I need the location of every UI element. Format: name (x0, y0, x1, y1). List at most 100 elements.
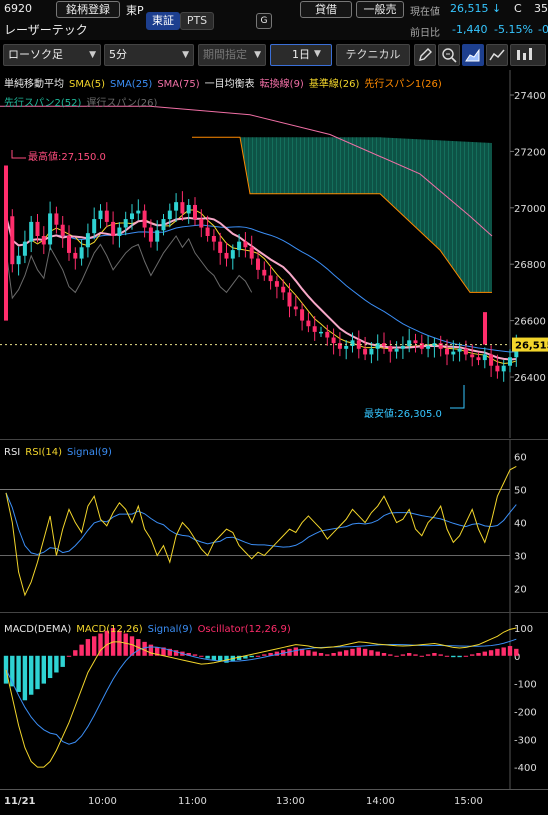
macd-oscillator-bar (54, 655, 59, 673)
macd-oscillator-bar (249, 655, 254, 658)
candle (22, 241, 27, 256)
rsi-signal-line (5, 492, 517, 555)
candle (224, 252, 229, 259)
order-type-ippan[interactable]: 一般売 (356, 1, 404, 18)
macd-oscillator-bar (457, 655, 462, 658)
y-tick-label: 20 (514, 585, 527, 596)
candlestick-chart[interactable]: 27400 27200 27000 26800 26600 26400 26,515 最高… (0, 70, 548, 438)
pencil-icon[interactable] (414, 44, 436, 66)
candle (325, 331, 330, 338)
macd-oscillator-bar (199, 655, 204, 657)
y-tick-label: 40 (514, 519, 527, 530)
more-icon[interactable] (510, 44, 546, 66)
macd-oscillator-bar (362, 648, 368, 656)
candle (413, 340, 418, 344)
candle (211, 236, 216, 242)
candle (142, 210, 147, 228)
macd-oscillator-bar (495, 648, 500, 656)
main-chart-panel[interactable]: 27400 27200 27000 26800 26600 26400 26,515 最高… (0, 70, 548, 438)
legend-item: RSI(14) (25, 447, 63, 458)
zoom-icon[interactable] (438, 44, 460, 66)
macd-chart[interactable]: 100 0 -100 -200 -300 -400 (0, 613, 548, 789)
prev-pct: -5.15% (494, 23, 533, 36)
rsi-panel[interactable]: 60 50 40 30 20 RSI RSI(14) Signal(9) (0, 439, 548, 612)
main-legend: 単純移動平均 SMA(5) SMA(25) SMA(75) 一目均衡表 転換線(9) 基準線… (4, 75, 508, 90)
macd-oscillator-bar (293, 647, 298, 656)
legend-item: SMA(5) (69, 79, 105, 90)
candle (243, 241, 248, 248)
macd-oscillator-bar (425, 654, 431, 656)
macd-oscillator-bar (167, 648, 172, 656)
rsi-line (5, 466, 517, 597)
line-chart-icon[interactable] (486, 44, 508, 66)
main-legend-row2: 先行スパン2(52) 遅行スパン(26) (4, 94, 162, 109)
candle (476, 357, 481, 361)
legend-item: 先行スパン2(52) (4, 98, 82, 109)
technical-button[interactable]: テクニカル (336, 44, 410, 66)
area-chart-icon[interactable] (462, 44, 484, 66)
y-tick-label: 26800 (514, 260, 546, 271)
period-select[interactable]: 期間指定 ▼ (198, 44, 266, 66)
macd-panel[interactable]: 100 0 -100 -200 -300 -400 MACD(DEMA) MACD(12,2… (0, 612, 548, 789)
y-tick-label: -100 (514, 680, 537, 691)
candle (306, 320, 311, 327)
macd-oscillator-bar (331, 653, 336, 656)
macd-oscillator-bar (35, 655, 40, 690)
macd-signal-line (5, 638, 517, 745)
chevron-down-icon: ▼ (89, 50, 96, 60)
candle (388, 345, 393, 352)
y-tick-label: 27200 (514, 147, 546, 158)
legend-item: 先行スパン1(26) (364, 79, 442, 90)
candle (193, 204, 197, 220)
macd-oscillator-bar (476, 653, 481, 656)
order-type-taishaku[interactable]: 貸借 (300, 1, 352, 18)
macd-oscillator-bar (337, 651, 343, 656)
candle (16, 255, 21, 265)
macd-oscillator-bar (444, 655, 450, 657)
candle (60, 224, 65, 236)
tab-pts[interactable]: PTS (180, 12, 214, 30)
macd-oscillator-bar (123, 633, 128, 656)
range-select[interactable]: 1日 (270, 44, 332, 66)
candle (199, 219, 204, 228)
stock-name: レーザーテック (4, 23, 88, 37)
candle (104, 210, 109, 222)
candle (400, 345, 405, 349)
senkou-span1-line (192, 136, 492, 293)
g-badge[interactable]: G (256, 13, 272, 29)
stock-code: 6920 (4, 2, 32, 15)
tab-tosho[interactable]: 東証 (146, 12, 180, 30)
interval-value: 5分 (109, 48, 127, 61)
sma75-line (0, 105, 493, 237)
macd-oscillator-bar (356, 647, 361, 656)
macd-oscillator-bar (375, 651, 380, 656)
macd-oscillator-bar (98, 633, 103, 656)
candle (337, 343, 342, 349)
candle (432, 343, 437, 346)
candle (438, 343, 443, 349)
high-price-label: 最高値:27,150.0 (28, 150, 106, 163)
y-tick-label: -400 (514, 763, 537, 774)
rsi-chart[interactable]: 60 50 40 30 20 (0, 440, 548, 612)
stock-register-button[interactable]: 銘柄登録 (56, 1, 120, 18)
ichimoku-cloud (192, 137, 492, 293)
macd-oscillator-bar (117, 630, 122, 656)
x-tick-label: 15:00 (454, 796, 483, 807)
legend-item: SMA(75) (157, 79, 200, 90)
period-value: 期間指定 (203, 48, 247, 61)
legend-item: 単純移動平均 (4, 79, 64, 90)
macd-oscillator-bar (192, 654, 198, 656)
prev-diff-label: 前日比 (410, 28, 440, 39)
macd-oscillator-bar (325, 654, 330, 656)
candle (501, 365, 506, 372)
chart-type-select[interactable]: ローソク足 ▼ (3, 44, 101, 66)
interval-select[interactable]: 5分 ▼ (104, 44, 194, 66)
legend-item: Oscillator(12,26,9) (197, 624, 291, 635)
macd-oscillator-bar (463, 655, 469, 657)
candle (426, 345, 431, 349)
macd-oscillator-bar (438, 654, 443, 656)
stock-header: 6920 銘柄登録 東P レーザーテック 東証 PTS G 貸借 一般売 現在値… (0, 0, 548, 40)
candle (155, 230, 160, 242)
macd-oscillator-bar (60, 655, 65, 667)
macd-oscillator-bar (344, 650, 349, 656)
